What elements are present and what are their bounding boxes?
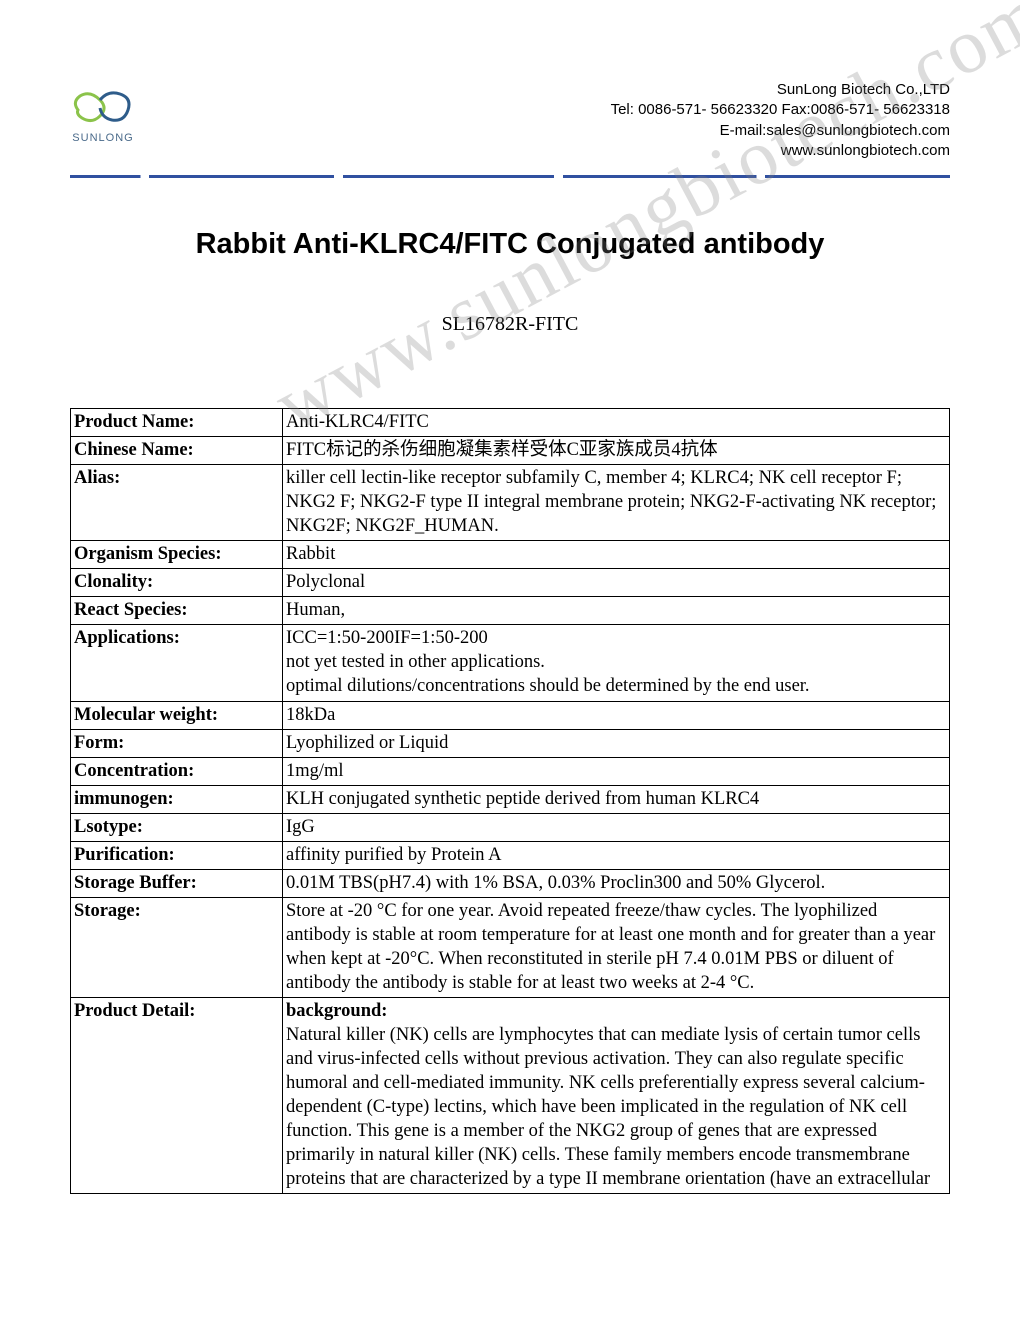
row-value: Rabbit: [283, 541, 950, 569]
company-email: E-mail:sales@sunlongbiotech.com: [611, 121, 950, 141]
company-tel-fax: Tel: 0086-571- 56623320 Fax:0086-571- 56…: [611, 100, 950, 120]
table-row: Product Detail:background:Natural killer…: [71, 998, 950, 1194]
row-value: 1mg/ml: [283, 757, 950, 785]
row-value: 18kDa: [283, 701, 950, 729]
row-value: Human,: [283, 597, 950, 625]
row-label: Storage:: [71, 897, 283, 997]
company-info: SunLong Biotech Co.,LTD Tel: 0086-571- 5…: [611, 80, 950, 161]
table-row: Storage Buffer:0.01M TBS(pH7.4) with 1% …: [71, 869, 950, 897]
row-label: Alias:: [71, 465, 283, 541]
row-label: Clonality:: [71, 569, 283, 597]
logo-label: SUNLONG: [72, 132, 133, 144]
table-row: Lsotype:IgG: [71, 813, 950, 841]
row-label: Form:: [71, 729, 283, 757]
row-value: background:Natural killer (NK) cells are…: [283, 998, 950, 1194]
spec-table: Product Name:Anti-KLRC4/FITCChinese Name…: [70, 408, 950, 1194]
row-value-line: optimal dilutions/concentrations should …: [286, 674, 946, 698]
table-row: Product Name:Anti-KLRC4/FITC: [71, 409, 950, 437]
row-label: Chinese Name:: [71, 437, 283, 465]
row-value: killer cell lectin-like receptor subfami…: [283, 465, 950, 541]
row-value: IgG: [283, 813, 950, 841]
row-value: Anti-KLRC4/FITC: [283, 409, 950, 437]
table-row: Purification:affinity purified by Protei…: [71, 841, 950, 869]
table-row: React Species:Human,: [71, 597, 950, 625]
row-label: Storage Buffer:: [71, 869, 283, 897]
table-row: Form:Lyophilized or Liquid: [71, 729, 950, 757]
row-label: Product Detail:: [71, 998, 283, 1194]
row-value: ICC=1:50-200IF=1:50-200not yet tested in…: [283, 625, 950, 701]
row-value-line: not yet tested in other applications.: [286, 650, 946, 674]
row-value-line: ICC=1:50-200IF=1:50-200: [286, 626, 946, 650]
table-row: Chinese Name:FITC标记的杀伤细胞凝集素样受体C亚家族成员4抗体: [71, 437, 950, 465]
watermark-text: www.sunlongbiotech.com: [260, 0, 1020, 449]
company-website: www.sunlongbiotech.com: [611, 141, 950, 161]
row-label: Molecular weight:: [71, 701, 283, 729]
row-value: Lyophilized or Liquid: [283, 729, 950, 757]
row-value: affinity purified by Protein A: [283, 841, 950, 869]
table-row: Clonality:Polyclonal: [71, 569, 950, 597]
row-label: immunogen:: [71, 785, 283, 813]
company-name: SunLong Biotech Co.,LTD: [611, 80, 950, 100]
spec-table-body: Product Name:Anti-KLRC4/FITCChinese Name…: [71, 409, 950, 1194]
header-divider: [70, 175, 950, 178]
row-value: 0.01M TBS(pH7.4) with 1% BSA, 0.03% Proc…: [283, 869, 950, 897]
row-label: Applications:: [71, 625, 283, 701]
row-label: Product Name:: [71, 409, 283, 437]
table-row: Molecular weight:18kDa: [71, 701, 950, 729]
table-row: Alias:killer cell lectin-like receptor s…: [71, 465, 950, 541]
row-value: Store at -20 °C for one year. Avoid repe…: [283, 897, 950, 997]
row-value: Polyclonal: [283, 569, 950, 597]
row-value: FITC标记的杀伤细胞凝集素样受体C亚家族成员4抗体: [283, 437, 950, 465]
table-row: Applications:ICC=1:50-200IF=1:50-200not …: [71, 625, 950, 701]
row-label: React Species:: [71, 597, 283, 625]
product-sku: SL16782R-FITC: [70, 313, 950, 336]
row-label: Purification:: [71, 841, 283, 869]
table-row: Organism Species:Rabbit: [71, 541, 950, 569]
row-value: KLH conjugated synthetic peptide derived…: [283, 785, 950, 813]
table-row: Storage:Store at -20 °C for one year. Av…: [71, 897, 950, 997]
row-value-text: Natural killer (NK) cells are lymphocyte…: [286, 1023, 946, 1191]
logo-block: SUNLONG: [70, 80, 136, 144]
row-label: Concentration:: [71, 757, 283, 785]
row-label: Organism Species:: [71, 541, 283, 569]
table-row: immunogen:KLH conjugated synthetic pepti…: [71, 785, 950, 813]
page-title: Rabbit Anti-KLRC4/FITC Conjugated antibo…: [70, 228, 950, 261]
company-logo-icon: [70, 80, 136, 130]
row-label: Lsotype:: [71, 813, 283, 841]
background-label: background:: [286, 999, 946, 1023]
table-row: Concentration:1mg/ml: [71, 757, 950, 785]
page-header: SUNLONG SunLong Biotech Co.,LTD Tel: 008…: [70, 80, 950, 161]
